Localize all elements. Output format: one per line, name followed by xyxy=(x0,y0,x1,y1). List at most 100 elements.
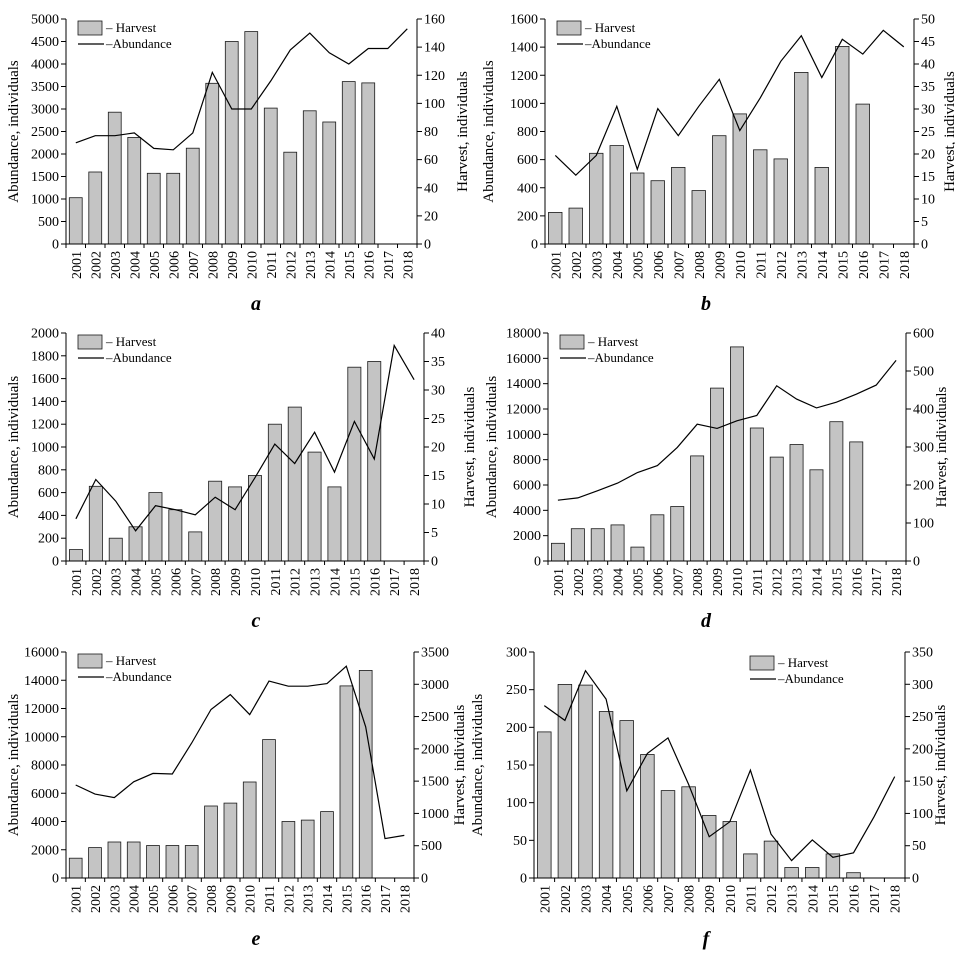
line-abundance xyxy=(557,360,897,501)
right-tick-label: 100 xyxy=(913,517,934,532)
left-tick-label: 10000 xyxy=(506,428,541,443)
right-tick-label: 5 xyxy=(921,215,928,230)
legend-harvest-label: – Harvest xyxy=(105,653,157,668)
x-tick-label-2006: 2006 xyxy=(641,885,656,913)
bar-harvest-2004 xyxy=(598,711,614,879)
right-tick-label: 140 xyxy=(424,41,445,56)
bar-harvest-2004 xyxy=(609,145,624,245)
legend: – Harvest–Abundance xyxy=(559,334,654,365)
left-tick-label: 600 xyxy=(38,486,59,501)
bar-harvest-2010 xyxy=(730,346,744,562)
right-tick-label: 20 xyxy=(424,209,438,224)
left-tick-label: 150 xyxy=(506,759,527,774)
x-tick-label-2004: 2004 xyxy=(128,885,143,913)
bar-harvest-2015 xyxy=(835,46,850,245)
right-tick-label: 3000 xyxy=(421,678,449,693)
x-tick-label-2008: 2008 xyxy=(691,568,706,596)
left-tick-label: 5000 xyxy=(31,13,59,28)
right-tick-label: 1500 xyxy=(421,775,449,790)
line-abundance xyxy=(75,665,405,840)
left-tick-label: 1600 xyxy=(510,13,538,28)
x-tick-label-2014: 2014 xyxy=(806,885,821,913)
left-tick-label: 600 xyxy=(517,153,538,168)
bar-harvest-2010 xyxy=(244,31,259,245)
left-tick-label: 1000 xyxy=(31,193,59,208)
x-tick-label-2014: 2014 xyxy=(811,568,826,596)
bar-harvest-2008 xyxy=(691,190,706,245)
x-tick-label-2004: 2004 xyxy=(128,251,143,279)
right-tick-label: 25 xyxy=(431,412,445,427)
bar-harvest-2009 xyxy=(223,802,238,879)
x-tick-label-2012: 2012 xyxy=(765,885,780,913)
right-tick-label: 60 xyxy=(424,153,438,168)
right-tick-label: 0 xyxy=(431,555,438,570)
left-tick-label: 0 xyxy=(534,555,541,570)
bar-harvest-2016 xyxy=(358,670,373,879)
left-tick-label: 4000 xyxy=(31,58,59,73)
x-tick-label-2009: 2009 xyxy=(711,568,726,596)
panel-label-a: a xyxy=(251,293,261,315)
x-tick-label-2018: 2018 xyxy=(398,885,413,913)
legend: – Harvest–Abundance xyxy=(556,20,651,51)
right-tick-label: 5 xyxy=(431,526,438,541)
x-tick-label-2006: 2006 xyxy=(169,568,184,596)
x-tick-label-2017: 2017 xyxy=(382,251,397,279)
right-tick-label: 40 xyxy=(431,327,445,342)
x-tick-label-2017: 2017 xyxy=(379,885,394,913)
x-tick-label-2013: 2013 xyxy=(309,568,324,596)
right-tick-label: 0 xyxy=(421,872,428,887)
left-tick-label: 200 xyxy=(38,532,59,547)
bar-harvest-2009 xyxy=(712,135,727,245)
x-tick-label-2015: 2015 xyxy=(340,885,355,913)
left-tick-label: 2500 xyxy=(31,125,59,140)
x-tick-label-2010: 2010 xyxy=(245,251,260,279)
line-abundance xyxy=(543,669,896,862)
x-tick-label-2003: 2003 xyxy=(108,885,123,913)
x-tick-label-2005: 2005 xyxy=(147,885,162,913)
x-tick-label-2007: 2007 xyxy=(672,251,687,279)
bar-harvest-2006 xyxy=(640,754,655,879)
left-tick-label: 400 xyxy=(517,181,538,196)
bar-harvest-2010 xyxy=(722,821,738,879)
right-tick-label: 0 xyxy=(921,238,928,253)
right-tick-label: 350 xyxy=(912,646,933,661)
x-tick-label-2008: 2008 xyxy=(209,568,224,596)
left-tick-label: 2000 xyxy=(513,529,541,544)
x-tick-label-2003: 2003 xyxy=(580,885,595,913)
bar-harvest-2010 xyxy=(247,475,262,562)
x-tick-label-2001: 2001 xyxy=(70,568,85,596)
x-tick-label-2005: 2005 xyxy=(632,568,647,596)
left-tick-label: 1400 xyxy=(31,395,59,410)
right-tick-label: 15 xyxy=(431,469,445,484)
bar-harvest-2001 xyxy=(68,197,83,245)
left-tick-label: 100 xyxy=(506,796,527,811)
x-tick-label-2012: 2012 xyxy=(282,885,297,913)
right-tick-label: 10 xyxy=(921,193,935,208)
panel-label-d: d xyxy=(701,610,712,632)
bar-harvest-2001 xyxy=(69,549,83,562)
bar-harvest-2011 xyxy=(749,427,764,562)
x-tick-label-2016: 2016 xyxy=(362,251,377,279)
x-tick-label-2010: 2010 xyxy=(244,885,259,913)
x-tick-label-2016: 2016 xyxy=(857,251,872,279)
left-tick-label: 2000 xyxy=(31,843,59,858)
right-tick-label: 0 xyxy=(913,555,920,570)
bar-harvest-2006 xyxy=(650,180,665,245)
line-abundance xyxy=(75,343,415,532)
bar-harvest-2005 xyxy=(148,492,163,562)
bar-harvest-2014 xyxy=(809,469,824,562)
left-axis-title: Abundance, individuals xyxy=(470,694,486,837)
left-tick-label: 250 xyxy=(506,683,527,698)
x-tick-label-2007: 2007 xyxy=(671,568,686,596)
legend-harvest-swatch xyxy=(559,334,585,350)
right-tick-label: 3500 xyxy=(421,646,449,661)
bar-harvest-2005 xyxy=(630,546,645,562)
x-tick-label-2004: 2004 xyxy=(130,568,145,596)
left-tick-label: 200 xyxy=(506,721,527,736)
bar-harvest-2013 xyxy=(794,72,809,245)
right-tick-label: 2000 xyxy=(421,742,449,757)
bar-harvest-2003 xyxy=(578,684,593,879)
bar-harvest-2006 xyxy=(165,845,180,879)
bar-harvest-2003 xyxy=(590,528,605,562)
bar-harvest-2001 xyxy=(548,211,563,245)
